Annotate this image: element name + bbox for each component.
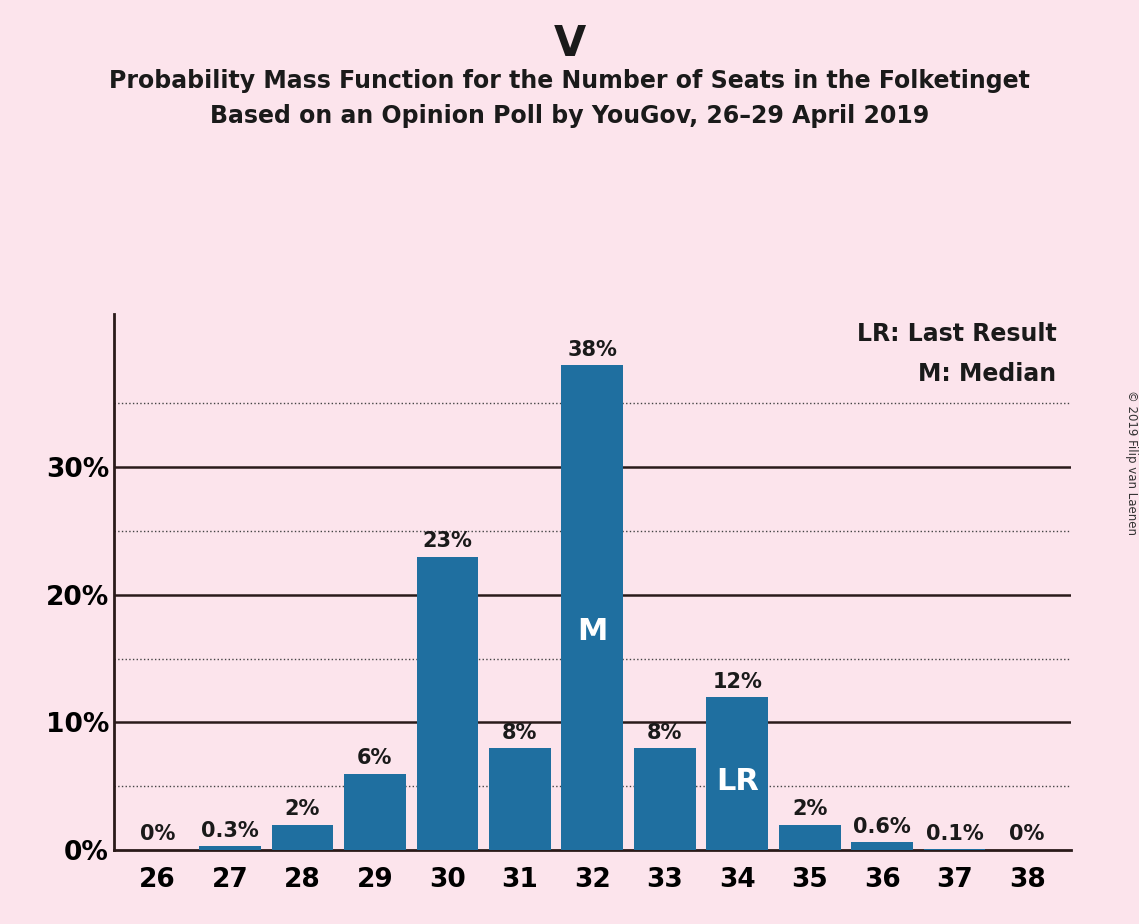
Bar: [706, 697, 768, 850]
Text: 0%: 0%: [1009, 823, 1044, 844]
Bar: [344, 773, 405, 850]
Text: 8%: 8%: [502, 723, 538, 743]
Bar: [851, 843, 913, 850]
Text: Based on an Opinion Poll by YouGov, 26–29 April 2019: Based on an Opinion Poll by YouGov, 26–2…: [210, 104, 929, 128]
Text: M: M: [577, 617, 607, 647]
Text: 0.1%: 0.1%: [926, 823, 984, 844]
Text: 8%: 8%: [647, 723, 682, 743]
Text: M: Median: M: Median: [918, 362, 1056, 386]
Bar: [199, 846, 261, 850]
Bar: [924, 849, 985, 850]
Bar: [417, 556, 478, 850]
Bar: [562, 365, 623, 850]
Text: 23%: 23%: [423, 531, 473, 552]
Text: 2%: 2%: [285, 799, 320, 820]
Bar: [634, 748, 696, 850]
Text: 0.6%: 0.6%: [853, 818, 911, 837]
Text: V: V: [554, 23, 585, 65]
Text: © 2019 Filip van Laenen: © 2019 Filip van Laenen: [1124, 390, 1138, 534]
Text: Probability Mass Function for the Number of Seats in the Folketinget: Probability Mass Function for the Number…: [109, 69, 1030, 93]
Text: 6%: 6%: [358, 748, 393, 769]
Text: 38%: 38%: [567, 340, 617, 360]
Bar: [271, 824, 333, 850]
Text: 2%: 2%: [792, 799, 827, 820]
Text: 0%: 0%: [140, 823, 175, 844]
Bar: [489, 748, 550, 850]
Text: 0.3%: 0.3%: [200, 821, 259, 841]
Text: 12%: 12%: [712, 672, 762, 692]
Text: LR: LR: [715, 767, 759, 796]
Bar: [779, 824, 841, 850]
Text: LR: Last Result: LR: Last Result: [857, 322, 1056, 346]
